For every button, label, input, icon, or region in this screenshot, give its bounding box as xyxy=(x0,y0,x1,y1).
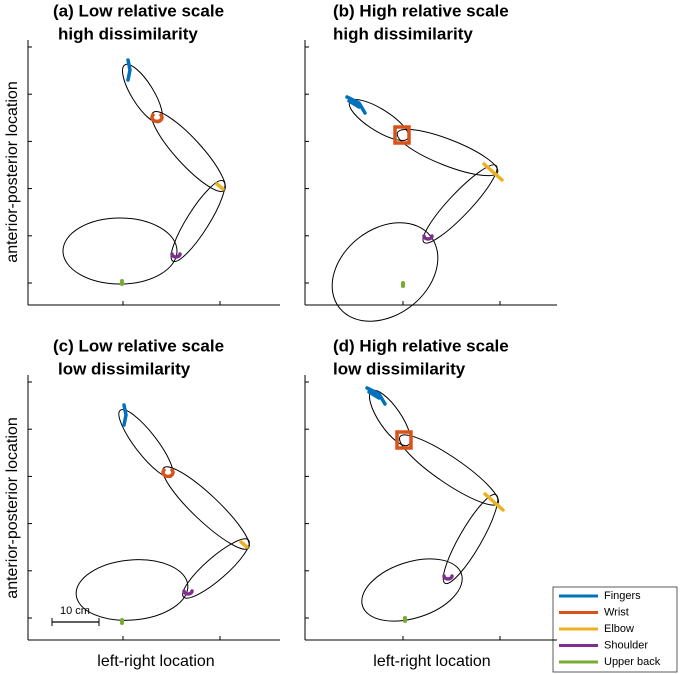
x-axis-label: left-right location xyxy=(97,653,214,670)
panel-subtitle: high dissimilarity xyxy=(58,24,198,43)
panel-title: (a) Low relative scale xyxy=(53,1,224,20)
joint-trace xyxy=(182,589,194,596)
segment-ellipse xyxy=(442,493,499,585)
segment-ellipse xyxy=(162,466,250,550)
joint-trace xyxy=(215,182,225,191)
joint-trace xyxy=(161,468,175,479)
joint-trace xyxy=(482,162,504,182)
panel-subtitle: low dissimilarity xyxy=(333,359,466,378)
body-ellipse xyxy=(62,217,178,285)
body-ellipse xyxy=(75,559,189,621)
segment-ellipse xyxy=(170,179,226,263)
joint-trace xyxy=(150,113,164,124)
joint-trace xyxy=(239,540,249,549)
legend-label: Wrist xyxy=(604,606,629,618)
joint-trace xyxy=(122,403,128,427)
segment-ellipse xyxy=(396,128,499,177)
joint-trace xyxy=(365,386,387,406)
segment-ellipse xyxy=(118,409,174,478)
legend-label: Upper back xyxy=(604,656,661,668)
legend-label: Shoulder xyxy=(604,639,648,651)
legend-label: Elbow xyxy=(604,623,634,635)
joint-trace xyxy=(422,234,434,241)
segment-ellipse xyxy=(422,164,498,244)
joint-trace xyxy=(483,492,505,512)
panel-title: (d) High relative scale xyxy=(333,336,509,355)
x-axis-label: left-right location xyxy=(373,653,490,670)
segment-ellipse xyxy=(182,538,250,599)
joint-trace xyxy=(126,58,132,82)
joint-trace xyxy=(393,125,411,145)
body-ellipse xyxy=(361,558,463,622)
panel-title: (c) Low relative scale xyxy=(53,336,224,355)
panel-title: (b) High relative scale xyxy=(333,1,509,20)
joint-trace xyxy=(170,252,182,259)
joint-trace xyxy=(345,95,367,115)
y-axis-label: anterior-posterior location xyxy=(4,417,21,598)
panel-subtitle: high dissimilarity xyxy=(333,24,473,43)
joint-trace xyxy=(442,574,454,581)
y-axis-label: anterior-posterior location xyxy=(4,81,21,262)
panel-subtitle: low dissimilarity xyxy=(58,359,191,378)
scale-bar-label: 10 cm xyxy=(60,605,90,617)
body-ellipse xyxy=(331,222,439,322)
joint-trace xyxy=(395,430,413,450)
legend-label: Fingers xyxy=(604,590,641,602)
